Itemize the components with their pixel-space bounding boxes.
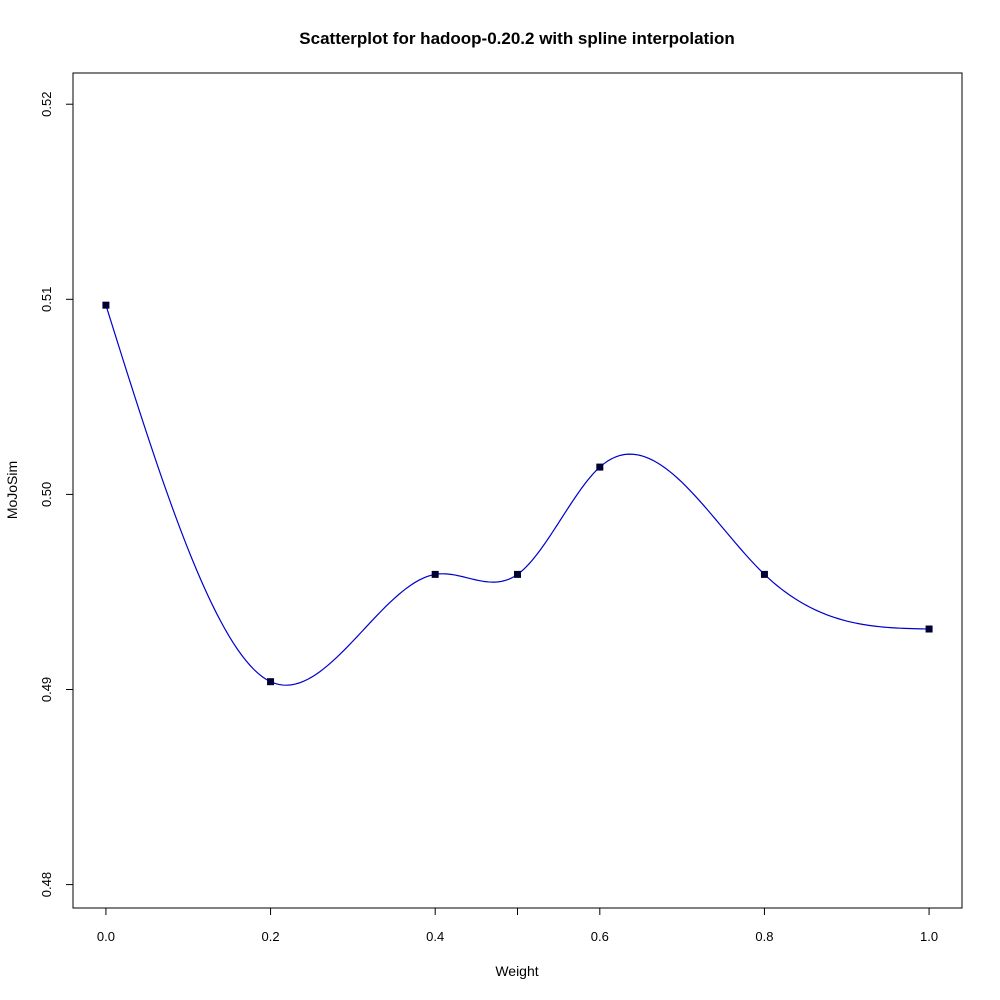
y-tick-label: 0.50 <box>39 482 54 507</box>
x-tick-label: 1.0 <box>920 929 938 944</box>
y-axis-label: MoJoSim <box>4 461 20 519</box>
y-tick-label: 0.51 <box>39 287 54 312</box>
data-point <box>925 625 933 633</box>
data-point <box>596 463 604 471</box>
x-axis-label: Weight <box>495 963 538 979</box>
chart-title: Scatterplot for hadoop-0.20.2 with splin… <box>299 29 734 48</box>
y-axis: 0.48 0.49 0.50 0.51 0.52 <box>39 92 73 897</box>
data-point <box>267 678 275 686</box>
y-tick-label: 0.48 <box>39 872 54 897</box>
data-point <box>514 570 521 578</box>
x-tick-label: 0.2 <box>262 929 280 944</box>
x-tick-label: 0.0 <box>97 929 115 944</box>
x-axis: 0.0 0.2 0.4 0.6 0.8 1.0 <box>97 908 938 944</box>
x-tick-label: 0.6 <box>591 929 609 944</box>
data-point <box>760 570 768 578</box>
x-tick-label: 0.4 <box>426 929 444 944</box>
plot-frame <box>72 72 963 909</box>
data-point <box>102 301 110 309</box>
spline-curve <box>105 304 930 686</box>
y-tick-label: 0.49 <box>39 677 54 702</box>
x-tick-label: 0.8 <box>755 929 773 944</box>
data-point <box>431 570 439 578</box>
data-points <box>102 301 933 686</box>
y-tick-label: 0.52 <box>39 92 54 117</box>
